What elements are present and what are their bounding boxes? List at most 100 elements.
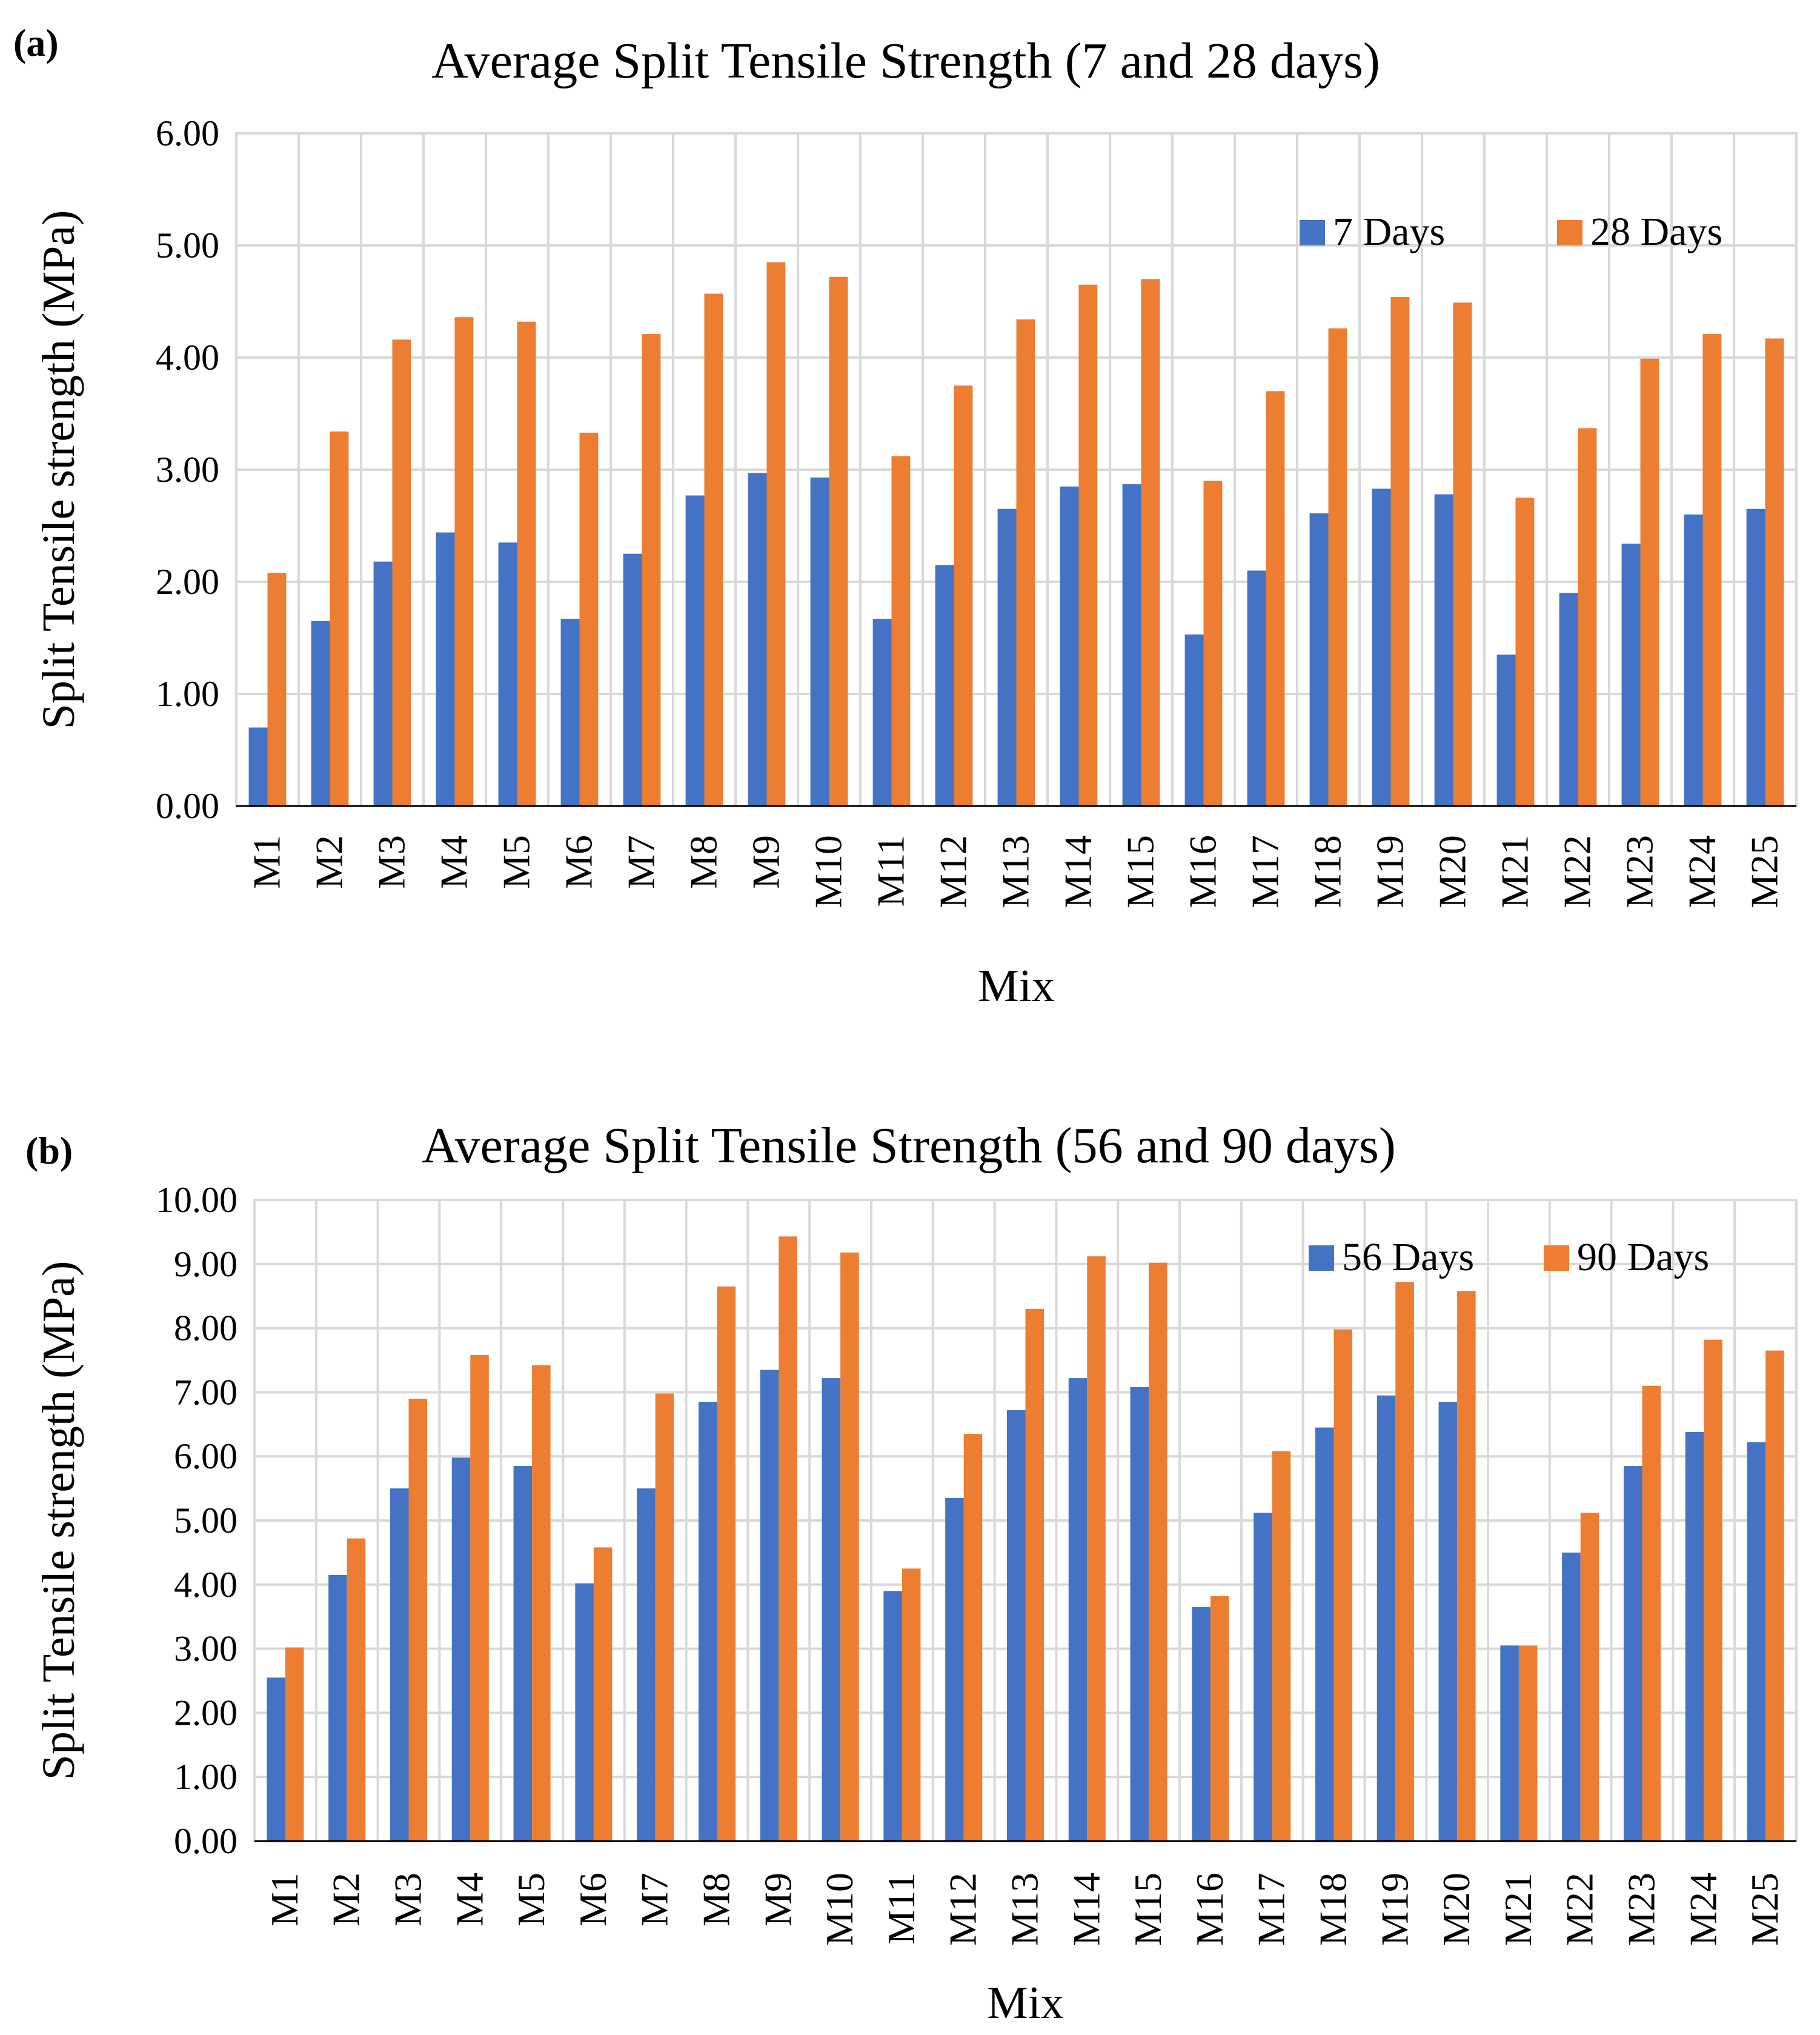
bar-m17-28-days	[1266, 391, 1285, 806]
bars	[248, 262, 1784, 807]
bar-m24-56-days	[1685, 1431, 1704, 1841]
bar-m11-56-days	[883, 1591, 902, 1841]
x-axis-title: Mix	[978, 961, 1055, 1011]
bar-m5-28-days	[517, 321, 536, 806]
legend-item: 7 Days	[1300, 210, 1445, 254]
series-56-days	[267, 1370, 1766, 1841]
bar-m7-56-days	[637, 1488, 656, 1841]
bar-m20-7-days	[1434, 494, 1453, 806]
bar-m20-90-days	[1457, 1291, 1476, 1841]
bar-m13-28-days	[1016, 319, 1035, 806]
bar-m19-28-days	[1390, 297, 1410, 807]
y-tick-label: 0.00	[156, 786, 219, 826]
x-tick-label: M17	[1244, 835, 1287, 908]
bar-m24-90-days	[1704, 1339, 1722, 1841]
x-tick-label: M15	[1119, 835, 1162, 908]
x-tick-label: M23	[1620, 1873, 1663, 1946]
bar-m2-56-days	[328, 1574, 347, 1841]
bar-m22-56-days	[1562, 1552, 1581, 1841]
bar-m8-56-days	[698, 1402, 717, 1841]
x-tick-label: M10	[818, 1873, 861, 1946]
x-tick-label: M25	[1743, 835, 1786, 908]
bar-m7-7-days	[623, 553, 642, 806]
bar-m14-90-days	[1087, 1256, 1106, 1841]
legend-label: 90 Days	[1577, 1235, 1709, 1279]
y-tick-label: 3.00	[174, 1629, 237, 1669]
bar-m6-90-days	[593, 1547, 613, 1841]
x-tick-label: M16	[1181, 835, 1224, 908]
bar-m8-28-days	[704, 293, 723, 806]
bar-m23-90-days	[1642, 1385, 1661, 1841]
bar-m14-7-days	[1060, 486, 1079, 806]
bar-m14-28-days	[1078, 284, 1098, 806]
series-7-days	[248, 473, 1765, 806]
y-tick-label: 6.00	[156, 113, 219, 153]
bar-m19-56-days	[1377, 1395, 1396, 1841]
bar-m16-28-days	[1203, 481, 1223, 806]
bar-m21-90-days	[1518, 1645, 1538, 1841]
bar-m3-7-days	[373, 561, 393, 806]
chart-panel-a: (a) Average Split Tensile Strength (7 and…	[13, 21, 1798, 1011]
bar-m8-90-days	[717, 1286, 736, 1841]
legend-label: 56 Days	[1342, 1235, 1474, 1279]
bar-m17-7-days	[1247, 570, 1266, 806]
x-tick-label: M8	[682, 835, 725, 889]
x-tick-label: M25	[1743, 1873, 1786, 1946]
bar-m22-28-days	[1578, 428, 1597, 806]
x-tick-label: M5	[495, 835, 538, 889]
x-tick-labels: M1 M2 M3 M4 M5 M6 M7 M8 M9 M10 M11 M12 M13 M14 M15 M16 M…	[263, 1873, 1786, 1946]
y-tick-label: 1.00	[174, 1757, 237, 1797]
y-tick-label: 4.00	[174, 1565, 237, 1605]
x-tick-label: M13	[994, 835, 1037, 908]
bar-m5-90-days	[532, 1365, 551, 1841]
bar-m3-28-days	[392, 339, 411, 806]
bar-m21-7-days	[1496, 654, 1516, 806]
bar-m17-90-days	[1272, 1451, 1291, 1841]
panel-label: (b)	[25, 1129, 73, 1172]
panel-label: (a)	[13, 21, 59, 64]
x-tick-label: M20	[1431, 835, 1474, 908]
legend-item: 56 Days	[1309, 1235, 1474, 1279]
bar-m9-56-days	[760, 1370, 779, 1841]
series-28-days	[267, 262, 1784, 807]
x-tick-label: M22	[1558, 1873, 1601, 1946]
x-tick-label: M13	[1003, 1873, 1046, 1946]
bar-m7-28-days	[642, 334, 661, 806]
bar-m10-7-days	[810, 477, 829, 806]
bar-m24-28-days	[1702, 334, 1722, 806]
bar-m8-7-days	[685, 495, 705, 806]
y-tick-label: 5.00	[174, 1500, 237, 1540]
x-tick-label: M20	[1435, 1873, 1478, 1946]
bar-m6-56-days	[575, 1583, 594, 1841]
legend-swatch	[1544, 1245, 1569, 1271]
bar-m19-90-days	[1395, 1282, 1414, 1841]
bar-m19-7-days	[1372, 488, 1391, 806]
bar-m23-7-days	[1621, 544, 1641, 806]
bar-m12-90-days	[963, 1434, 983, 1841]
x-tick-label: M19	[1373, 1873, 1416, 1946]
x-tick-label: M16	[1188, 1873, 1231, 1946]
y-tick-label: 3.00	[156, 450, 219, 490]
y-tick-label: 9.00	[174, 1244, 237, 1284]
chart-title: Average Split Tensile Strength (7 and 28…	[431, 33, 1380, 89]
x-tick-label: M2	[308, 835, 351, 889]
series-90-days	[285, 1236, 1784, 1841]
bar-m2-7-days	[311, 621, 330, 806]
x-tick-label: M5	[510, 1873, 553, 1927]
bar-m25-90-days	[1765, 1350, 1784, 1841]
y-tick-label: 10.00	[156, 1180, 237, 1220]
legend-swatch	[1300, 220, 1325, 245]
x-tick-label: M12	[942, 1873, 985, 1946]
x-tick-label: M1	[263, 1873, 306, 1927]
legend-item: 90 Days	[1544, 1235, 1709, 1279]
bar-m6-7-days	[560, 619, 580, 806]
bar-m20-28-days	[1453, 302, 1472, 807]
bar-m3-56-days	[390, 1488, 409, 1841]
bar-m22-7-days	[1559, 593, 1578, 806]
bar-m25-28-days	[1765, 338, 1784, 806]
x-tick-label: M3	[387, 1873, 430, 1927]
bar-m9-28-days	[766, 262, 786, 806]
x-tick-label: M9	[745, 835, 788, 889]
bar-m21-28-days	[1515, 498, 1535, 806]
bar-m24-7-days	[1684, 515, 1703, 806]
